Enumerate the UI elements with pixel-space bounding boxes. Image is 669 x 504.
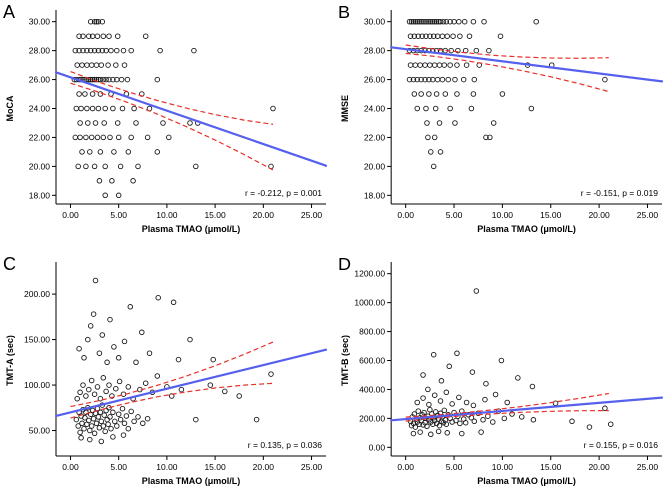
svg-text:1200.00: 1200.00 <box>354 269 385 279</box>
svg-text:25.00: 25.00 <box>301 210 323 220</box>
svg-text:C: C <box>3 254 16 274</box>
svg-text:15.00: 15.00 <box>204 210 226 220</box>
panel-moca-vs-tmao: 0.00 5.00 10.00 15.00 20.00 25.00 18.00 20.00 22… <box>0 0 335 252</box>
svg-text:5.00: 5.00 <box>445 210 462 220</box>
svg-text:20.00: 20.00 <box>588 462 610 472</box>
svg-text:Plasma TMAO (μmol/L): Plasma TMAO (μmol/L) <box>142 476 241 486</box>
svg-text:r = -0.151, p = 0.019: r = -0.151, p = 0.019 <box>580 188 657 198</box>
svg-text:TMT-A (sec): TMT-A (sec) <box>5 335 15 386</box>
scatter-plot-tmt-b: 0.00 5.00 10.00 15.00 20.00 25.00 0.00 200.00 40… <box>338 254 663 486</box>
svg-text:20.00: 20.00 <box>29 161 51 171</box>
svg-text:10.00: 10.00 <box>491 210 513 220</box>
scatter-plot-moca: 0.00 5.00 10.00 15.00 20.00 25.00 18.00 20.00 22… <box>3 2 328 234</box>
svg-text:100.00: 100.00 <box>24 380 50 390</box>
svg-text:28.00: 28.00 <box>363 46 385 56</box>
svg-text:10.00: 10.00 <box>156 210 178 220</box>
panel-mmse-vs-tmao: 0.00 5.00 10.00 15.00 20.00 25.00 18.00 20.00 22… <box>335 0 669 252</box>
svg-text:10.00: 10.00 <box>156 462 178 472</box>
svg-text:50.00: 50.00 <box>29 426 51 436</box>
svg-text:r = -0.212, p = 0.001: r = -0.212, p = 0.001 <box>245 188 322 198</box>
svg-text:800.00: 800.00 <box>359 327 385 337</box>
svg-text:B: B <box>338 2 350 22</box>
svg-text:MMSE: MMSE <box>340 95 350 122</box>
scatter-plot-mmse: 0.00 5.00 10.00 15.00 20.00 25.00 18.00 20.00 22… <box>338 2 663 234</box>
svg-text:15.00: 15.00 <box>540 210 562 220</box>
svg-text:25.00: 25.00 <box>636 462 658 472</box>
svg-text:200.00: 200.00 <box>359 413 385 423</box>
svg-text:1000.00: 1000.00 <box>354 298 385 308</box>
svg-text:0.00: 0.00 <box>62 462 79 472</box>
svg-text:25.00: 25.00 <box>636 210 658 220</box>
svg-text:600.00: 600.00 <box>359 356 385 366</box>
svg-text:150.00: 150.00 <box>24 335 50 345</box>
svg-text:MoCA: MoCA <box>5 95 15 121</box>
svg-text:A: A <box>3 2 15 22</box>
svg-text:Plasma TMAO (μmol/L): Plasma TMAO (μmol/L) <box>477 476 576 486</box>
svg-text:Plasma TMAO (μmol/L): Plasma TMAO (μmol/L) <box>477 224 576 234</box>
svg-text:24.00: 24.00 <box>363 104 385 114</box>
svg-text:20.00: 20.00 <box>253 210 275 220</box>
svg-text:5.00: 5.00 <box>110 210 127 220</box>
svg-text:20.00: 20.00 <box>253 462 275 472</box>
svg-text:0.00: 0.00 <box>397 462 414 472</box>
svg-text:25.00: 25.00 <box>301 462 323 472</box>
svg-text:0.00: 0.00 <box>62 210 79 220</box>
svg-text:0.00: 0.00 <box>397 210 414 220</box>
scatter-plot-tmt-a: 0.00 5.00 10.00 15.00 20.00 25.00 50.00 100.00 1… <box>3 254 328 486</box>
svg-text:30.00: 30.00 <box>29 17 51 27</box>
svg-text:26.00: 26.00 <box>29 75 51 85</box>
svg-text:22.00: 22.00 <box>29 132 51 142</box>
svg-text:5.00: 5.00 <box>110 462 127 472</box>
panel-tmt-b-vs-tmao: 0.00 5.00 10.00 15.00 20.00 25.00 0.00 200.00 40… <box>335 252 669 504</box>
svg-text:r = 0.155, p = 0.016: r = 0.155, p = 0.016 <box>583 440 658 450</box>
svg-text:0.00: 0.00 <box>368 442 385 452</box>
svg-text:5.00: 5.00 <box>445 462 462 472</box>
svg-text:30.00: 30.00 <box>363 17 385 27</box>
svg-text:10.00: 10.00 <box>491 462 513 472</box>
svg-text:26.00: 26.00 <box>363 75 385 85</box>
svg-text:20.00: 20.00 <box>363 161 385 171</box>
svg-text:D: D <box>338 254 351 274</box>
svg-text:200.00: 200.00 <box>24 289 50 299</box>
svg-text:Plasma TMAO (μmol/L): Plasma TMAO (μmol/L) <box>142 224 241 234</box>
svg-text:22.00: 22.00 <box>363 132 385 142</box>
svg-text:18.00: 18.00 <box>29 190 51 200</box>
svg-text:15.00: 15.00 <box>204 462 226 472</box>
svg-text:24.00: 24.00 <box>29 104 51 114</box>
svg-text:18.00: 18.00 <box>363 190 385 200</box>
panel-tmt-a-vs-tmao: 0.00 5.00 10.00 15.00 20.00 25.00 50.00 100.00 1… <box>0 252 335 504</box>
svg-text:28.00: 28.00 <box>29 46 51 56</box>
svg-text:TMT-B (sec): TMT-B (sec) <box>340 335 350 386</box>
svg-text:15.00: 15.00 <box>540 462 562 472</box>
svg-text:20.00: 20.00 <box>588 210 610 220</box>
svg-text:400.00: 400.00 <box>359 384 385 394</box>
svg-text:r = 0.135, p = 0.036: r = 0.135, p = 0.036 <box>248 440 322 450</box>
